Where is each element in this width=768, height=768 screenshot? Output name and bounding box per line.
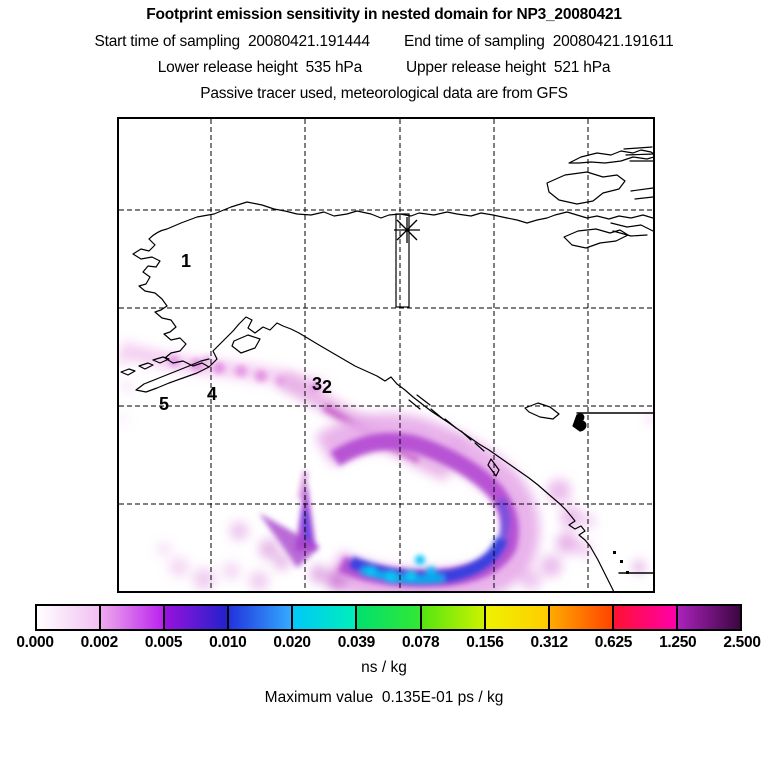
colorbar-tick: 0.020 — [273, 634, 311, 651]
receptor-marker-4: 4 — [207, 384, 217, 404]
upper-height-label: Upper release height — [406, 59, 546, 76]
tracer-line: Passive tracer used, meteorological data… — [200, 85, 568, 102]
receptor-marker-3: 3 — [312, 374, 322, 394]
colorbar-tick: 0.156 — [466, 634, 504, 651]
colorbar-segment — [357, 606, 420, 629]
end-time-label: End time of sampling — [403, 33, 545, 50]
receptor-marker-5: 5 — [159, 394, 169, 414]
colorbar-segment — [421, 606, 484, 629]
receptor-markers: 1 3 2 4 5 — [159, 251, 332, 414]
colorbar-segment — [485, 606, 548, 629]
colorbar-tick: 0.005 — [144, 634, 183, 651]
colorbar-tick: 0.010 — [209, 634, 247, 651]
coastlines — [120, 146, 653, 591]
lower-height-label: Lower release height — [157, 59, 298, 76]
sampling-times-line: Start time of sampling 20080421.191444 End… — [0, 33, 768, 51]
colorbar-tick: 0.078 — [401, 634, 440, 651]
colorbar — [35, 604, 742, 631]
grid-lines — [119, 119, 653, 591]
colorbar-segment — [101, 606, 164, 629]
colorbar-segment — [229, 606, 292, 629]
colorbar-segment — [613, 606, 676, 629]
upper-height-value: 521 hPa — [553, 59, 611, 76]
end-time-value: 20080421.191611 — [552, 33, 674, 50]
colorbar-segment — [549, 606, 612, 629]
colorbar-tick: 0.625 — [594, 634, 633, 651]
colorbar-segment — [165, 606, 228, 629]
receptor-marker-2: 2 — [322, 377, 332, 397]
max-value-label: Maximum value — [264, 689, 374, 706]
colorbar-segment — [37, 606, 100, 629]
colorbar-tick: 0.002 — [80, 634, 119, 651]
map-canvas: 1 3 2 4 5 — [119, 119, 653, 591]
receptor-marker-1: 1 — [181, 251, 191, 271]
start-time-value: 20080421.191444 — [247, 33, 370, 50]
colorbar-tick: 1.250 — [659, 634, 697, 651]
max-value-text: 0.135E-01 ps / kg — [381, 689, 504, 706]
colorbar-segment — [293, 606, 356, 629]
colorbar-tick: 0.039 — [337, 634, 376, 651]
colorbar-tick: 0.000 — [16, 634, 54, 651]
colorbar-tick: 2.500 — [723, 634, 761, 651]
page-title: Footprint emission sensitivity in nested… — [146, 6, 622, 23]
asterisk-icon — [394, 217, 420, 243]
colorbar-tick: 0.312 — [530, 634, 569, 651]
lower-height-value: 535 hPa — [305, 59, 363, 76]
max-value-line: Maximum value 0.135E-01 ps / kg — [0, 689, 768, 707]
start-time-label: Start time of sampling — [94, 33, 240, 50]
colorbar-unit-label: ns / kg — [361, 659, 407, 676]
colorbar-segment — [677, 606, 741, 629]
plume-layer — [119, 341, 653, 591]
release-heights-line: Lower release height 535 hPa Upper release… — [0, 59, 768, 77]
colorbar-tick-labels: 0.000 0.002 0.005 0.010 0.020 0.039 0.078 0.156… — [0, 634, 768, 654]
release-box — [395, 213, 410, 308]
